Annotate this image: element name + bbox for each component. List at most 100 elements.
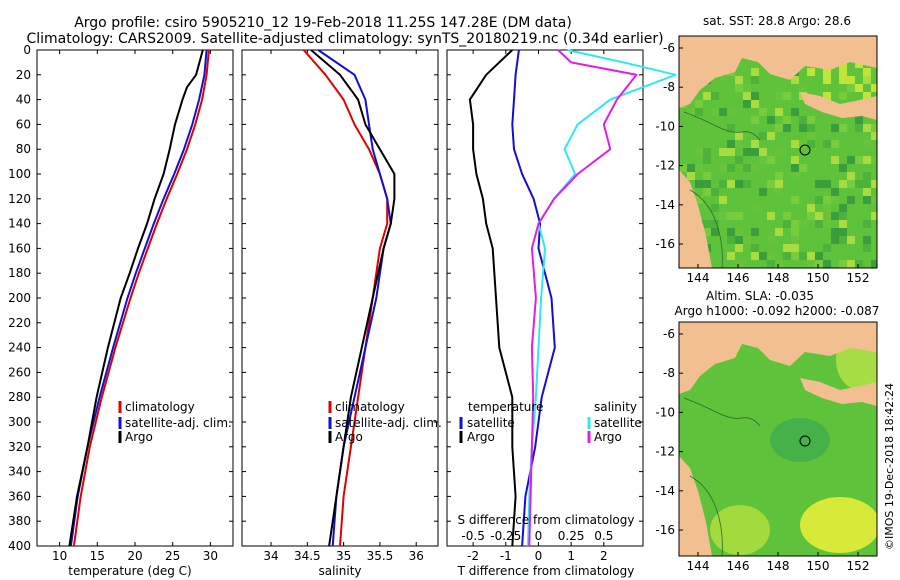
sst-pixel: [871, 132, 877, 140]
series-line-argo: [310, 49, 396, 547]
sst-pixel: [839, 220, 847, 228]
lat-tick-label: -12: [655, 445, 675, 459]
sst-pixel: [823, 76, 831, 84]
sst-pixel: [703, 220, 711, 228]
sst-pixel: [687, 172, 695, 180]
sst-pixel: [783, 156, 791, 164]
sst-pixel: [807, 204, 815, 212]
sst-pixel: [711, 228, 719, 236]
sst-pixel: [807, 260, 815, 268]
sst-pixel: [807, 68, 815, 76]
sst-pixel: [839, 260, 847, 268]
sst-pixel: [719, 196, 727, 204]
sst-pixel: [815, 180, 823, 188]
sst-pixel: [719, 220, 727, 228]
sst-pixel: [807, 140, 815, 148]
sst-pixel: [839, 212, 847, 220]
sst-pixel: [871, 84, 877, 92]
x-tick-label: -1: [500, 549, 512, 563]
sst-pixel: [695, 164, 703, 172]
legend-label-s-argo: Argo: [594, 430, 622, 444]
lat-tick-label: -10: [655, 405, 675, 419]
lat-tick-label: -12: [655, 159, 675, 173]
sst-pixel: [815, 212, 823, 220]
sst-pixel: [855, 212, 863, 220]
depth-tick-label: 260: [8, 365, 31, 379]
sst-pixel: [847, 172, 855, 180]
sst-pixel: [823, 196, 831, 204]
x-tick-label: 36: [409, 549, 424, 563]
sst-pixel: [831, 156, 839, 164]
sst-pixel: [799, 164, 807, 172]
series-layer: [68, 49, 677, 547]
sst-pixel: [767, 252, 775, 260]
sst-pixel: [799, 84, 807, 92]
sst-pixel: [871, 252, 877, 260]
lat-tick-label: -16: [655, 523, 675, 537]
sst-pixel: [807, 212, 815, 220]
sst-pixel: [855, 204, 863, 212]
sst-pixel: [863, 180, 871, 188]
sst-pixel: [735, 156, 743, 164]
sst-pixel: [863, 164, 871, 172]
sst-pixel: [719, 180, 727, 188]
sst-land-australia: [679, 170, 712, 268]
sst-pixel: [695, 180, 703, 188]
sst-pixel: [863, 140, 871, 148]
depth-tick-label: 240: [8, 341, 31, 355]
sst-pixel: [847, 260, 855, 268]
sst-pixel: [871, 124, 877, 132]
sst-pixel: [823, 212, 831, 220]
lon-tick-label: 148: [767, 271, 790, 285]
sst-map-ticks: 144 146 148 150 152 -6 -8 -10 -12 -14 -16: [655, 41, 869, 285]
sst-pixel: [871, 156, 877, 164]
depth-tick-label: 280: [8, 390, 31, 404]
sst-pixel: [871, 204, 877, 212]
sst-pixel: [799, 124, 807, 132]
depth-ticks: [37, 49, 643, 547]
sst-pixel: [863, 76, 871, 84]
x-tick-label: 25: [165, 549, 180, 563]
sst-pixel: [871, 212, 877, 220]
sst-pixel: [839, 236, 847, 244]
sst-pixel: [695, 148, 703, 156]
sst-pixel: [799, 220, 807, 228]
sst-pixel: [727, 252, 735, 260]
depth-tick-label: 400: [8, 539, 31, 553]
sst-pixel: [815, 132, 823, 140]
sst-pixel: [735, 236, 743, 244]
sst-pixel: [751, 68, 759, 76]
sst-pixel: [783, 244, 791, 252]
sst-pixel: [775, 124, 783, 132]
legend-label-climatology: climatology: [335, 400, 405, 414]
sst-pixel: [719, 164, 727, 172]
temperature-axes: [36, 49, 234, 547]
sst-pixel: [783, 252, 791, 260]
sst-pixel: [831, 140, 839, 148]
sst-pixel: [863, 92, 871, 100]
depth-tick-label: 40: [16, 93, 31, 107]
sst-pixel: [855, 84, 863, 92]
sst-pixel: [775, 260, 783, 268]
series-line-t-satellite: [511, 49, 556, 547]
x-tick-label: 35: [336, 549, 351, 563]
x-tick-label: 0: [535, 549, 543, 563]
sst-pixel: [791, 252, 799, 260]
sst-pixel: [863, 220, 871, 228]
sst-pixel: [687, 108, 695, 116]
sst-pixel: [703, 180, 711, 188]
depth-tick-label: 120: [8, 192, 31, 206]
lat-tick-label: -14: [655, 484, 675, 498]
sla-land-australia: [679, 456, 712, 556]
sst-pixel: [863, 156, 871, 164]
sst-map: [679, 36, 877, 268]
sla-map-ticks: 144 146 148 150 152 -6 -8 -10 -12 -14 -16: [655, 327, 869, 573]
temperature-legend: climatology satellite-adj. clim. Argo: [118, 400, 232, 444]
sst-pixel: [711, 204, 719, 212]
lon-tick-label: 152: [847, 271, 870, 285]
sst-pixel: [807, 116, 815, 124]
sst-pixel: [847, 84, 855, 92]
sst-pixel: [775, 148, 783, 156]
sst-pixel: [767, 156, 775, 164]
sla-map-title-1: Altim. SLA: -0.035: [706, 289, 814, 303]
